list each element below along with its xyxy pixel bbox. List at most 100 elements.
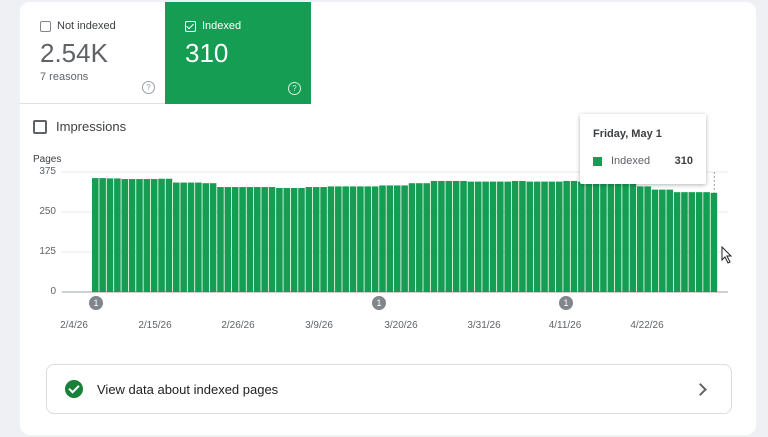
bar xyxy=(239,187,246,292)
bar xyxy=(600,182,607,292)
bar xyxy=(180,182,187,292)
bar xyxy=(290,188,298,292)
bar xyxy=(688,192,696,292)
bar xyxy=(371,186,379,292)
not-indexed-checkbox[interactable] xyxy=(40,20,51,32)
view-indexed-pages-link[interactable]: View data about indexed pages xyxy=(46,364,732,414)
y-tick-label: 250 xyxy=(39,206,56,217)
bar xyxy=(143,179,151,292)
annotation-marker[interactable]: 1 xyxy=(559,296,573,310)
bar xyxy=(202,183,210,292)
annotation-marker[interactable]: 1 xyxy=(372,296,386,310)
bar xyxy=(526,181,534,292)
view-indexed-pages-label: View data about indexed pages xyxy=(97,381,279,397)
bar xyxy=(320,187,327,292)
not-indexed-tile[interactable]: Not indexed 2.54K 7 reasons ? xyxy=(20,2,165,104)
bar xyxy=(99,178,106,292)
bar xyxy=(489,181,497,292)
bar xyxy=(349,186,357,292)
bar xyxy=(312,187,320,292)
mouse-cursor-icon xyxy=(721,246,733,264)
bar xyxy=(644,186,651,292)
y-tick-label: 375 xyxy=(39,166,56,177)
index-coverage-card: Not indexed 2.54K 7 reasons ? Indexed 31… xyxy=(20,2,756,435)
impressions-checkbox[interactable] xyxy=(33,119,47,134)
bar xyxy=(298,188,305,292)
bar xyxy=(305,187,313,292)
bar xyxy=(511,180,519,292)
x-tick-label: 2/26/26 xyxy=(221,320,255,331)
bar xyxy=(187,182,195,292)
impressions-label: Impressions xyxy=(56,119,127,134)
bar xyxy=(128,179,136,292)
indexed-checkbox[interactable] xyxy=(185,20,196,32)
tooltip-value: 310 xyxy=(674,155,693,167)
bar xyxy=(563,180,570,292)
x-tick-label: 2/4/26 xyxy=(60,320,88,331)
bar xyxy=(541,181,548,292)
chart-tooltip: Friday, May 1 Indexed 310 xyxy=(580,114,706,184)
bar xyxy=(276,188,283,292)
help-icon[interactable]: ? xyxy=(142,81,155,94)
indexed-label: Indexed xyxy=(202,20,242,32)
bar xyxy=(474,181,482,292)
bar xyxy=(710,192,718,292)
tooltip-series-name: Indexed xyxy=(611,155,651,167)
bar xyxy=(92,178,99,292)
help-icon[interactable]: ? xyxy=(288,82,301,95)
bar xyxy=(497,181,504,292)
bar xyxy=(158,178,165,292)
bar xyxy=(636,186,644,292)
bar xyxy=(393,185,401,292)
not-indexed-label: Not indexed xyxy=(57,20,116,32)
bar xyxy=(246,187,254,292)
bar xyxy=(423,183,430,292)
x-tick-label: 4/22/26 xyxy=(630,320,664,331)
indexed-count: 310 xyxy=(185,38,229,68)
x-tick-label: 3/31/26 xyxy=(467,320,501,331)
y-axis-title: Pages xyxy=(33,154,62,165)
bar xyxy=(335,186,342,292)
not-indexed-reasons: 7 reasons xyxy=(40,71,89,83)
bar xyxy=(467,181,475,292)
bar xyxy=(217,187,224,292)
bar xyxy=(482,181,489,292)
bar xyxy=(386,185,394,292)
bar xyxy=(681,192,688,292)
impressions-toggle[interactable]: Impressions xyxy=(33,119,126,134)
bar xyxy=(224,187,232,292)
bar xyxy=(327,186,335,292)
bar xyxy=(659,189,666,292)
bar xyxy=(254,187,261,292)
x-tick-label: 2/15/26 xyxy=(138,320,172,331)
indexed-pages-chart[interactable] xyxy=(20,2,756,322)
bar xyxy=(209,183,217,292)
indexed-tile[interactable]: Indexed 310 ? xyxy=(165,2,311,104)
chevron-right-icon xyxy=(694,382,707,396)
x-tick-label: 4/11/26 xyxy=(548,320,582,331)
bar xyxy=(136,179,143,292)
bar xyxy=(150,179,158,292)
bar xyxy=(607,182,615,292)
bar xyxy=(364,186,372,292)
tooltip-date: Friday, May 1 xyxy=(593,128,662,140)
bar xyxy=(416,183,423,292)
bar xyxy=(401,185,408,292)
bar xyxy=(452,180,460,292)
bar xyxy=(231,187,239,292)
bar xyxy=(570,180,578,292)
x-tick-label: 3/9/26 xyxy=(305,320,333,331)
bar xyxy=(548,181,556,292)
y-tick-label: 0 xyxy=(50,286,56,297)
bar xyxy=(195,182,202,292)
bar xyxy=(629,183,637,292)
tooltip-swatch xyxy=(593,156,602,166)
bar xyxy=(438,180,445,292)
not-indexed-count: 2.54K xyxy=(40,38,108,68)
bar xyxy=(261,187,268,292)
bar xyxy=(379,185,386,292)
check-circle-icon xyxy=(65,380,83,398)
annotation-marker[interactable]: 1 xyxy=(89,296,103,310)
bar xyxy=(519,180,526,292)
bar xyxy=(342,186,349,292)
